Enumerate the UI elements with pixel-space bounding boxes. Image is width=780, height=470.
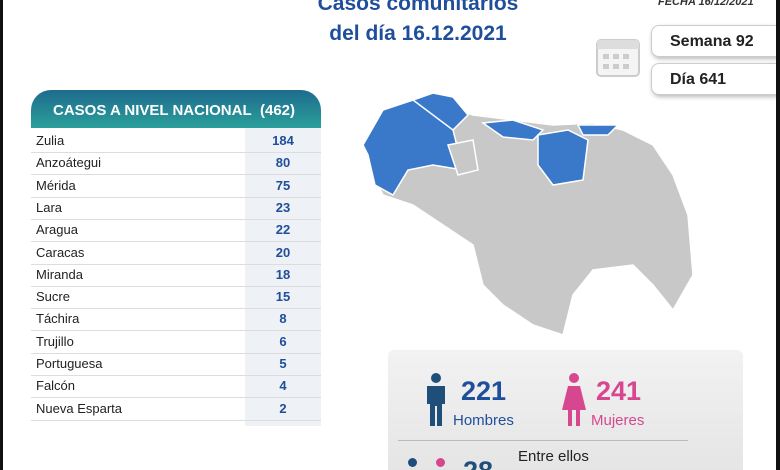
table-row: Nueva Esparta 2 — [31, 398, 321, 421]
table-title: CASOS A NIVEL NACIONAL — [53, 102, 252, 119]
table-row: Trujillo 6 — [31, 331, 321, 354]
table-row: Miranda 18 — [31, 264, 321, 287]
row-name: Táchira — [36, 311, 80, 327]
row-value: 18 — [275, 266, 291, 282]
table-row: Anzoátegui 80 — [31, 152, 321, 176]
map — [362, 92, 694, 336]
row-name: Lara — [36, 199, 63, 215]
row-value: 80 — [275, 155, 291, 171]
row-name: Caracas — [36, 244, 85, 260]
table-row: Zulia 184 — [31, 130, 321, 153]
woman-icon — [562, 373, 586, 426]
table-row: Sucre 15 — [31, 286, 321, 310]
men-label: Hombres — [453, 412, 514, 429]
row-value: 6 — [279, 333, 287, 349]
row-name: Nueva Esparta — [36, 400, 122, 416]
table-header: CASOS A NIVEL NACIONAL (462) — [31, 90, 321, 128]
row-name: Falcón — [36, 378, 76, 394]
row-value: 23 — [275, 199, 291, 215]
women-count: 241 — [596, 376, 642, 406]
table-row: Caracas 20 — [31, 242, 321, 265]
title: Casos comunitarios — [317, 0, 519, 15]
row-name: Sucre — [36, 289, 70, 305]
partial-count: 28 — [463, 456, 493, 470]
row-name: Miranda — [36, 266, 83, 282]
table-row: Portuguesa 5 — [31, 353, 321, 376]
dot — [408, 458, 417, 467]
date: FECHA 16/12/2021 — [658, 0, 754, 8]
week-box: Semana 92 — [651, 25, 776, 57]
dot — [436, 458, 445, 467]
row-name: Portuguesa — [36, 356, 103, 371]
table-row: Táchira 8 — [31, 308, 321, 332]
row-name: Zulia — [36, 133, 65, 148]
row-value: 75 — [275, 177, 291, 193]
among-label: Entre ellos — [518, 448, 589, 465]
table-total: (462) — [259, 102, 296, 119]
row-name: Aragua — [36, 222, 78, 238]
day-box: Día 641 — [651, 63, 776, 95]
row-value: 8 — [279, 311, 287, 327]
row-value: 184 — [272, 133, 294, 148]
row-value: 22 — [275, 222, 291, 238]
table-row: Mérida 75 — [31, 175, 321, 198]
row-name: Mérida — [36, 177, 76, 193]
row-name: Anzoátegui — [36, 155, 102, 171]
table-row: Lara 23 — [31, 197, 321, 220]
row-value: 15 — [275, 289, 291, 305]
row-name: Trujillo — [36, 333, 74, 349]
row-value: 5 — [279, 356, 287, 371]
divider — [398, 440, 688, 441]
calendar-icon — [596, 39, 640, 77]
table-row: Aragua 22 — [31, 219, 321, 243]
women-label: Mujeres — [591, 412, 645, 429]
row-value: 20 — [275, 244, 291, 260]
title: del día 16.12.2021 — [329, 22, 507, 45]
value-column — [245, 128, 321, 426]
men-count: 221 — [461, 376, 507, 406]
table-row: Falcón 4 — [31, 375, 321, 399]
man-icon — [427, 373, 445, 426]
row-value: 2 — [279, 400, 287, 416]
row-value: 4 — [279, 378, 287, 394]
